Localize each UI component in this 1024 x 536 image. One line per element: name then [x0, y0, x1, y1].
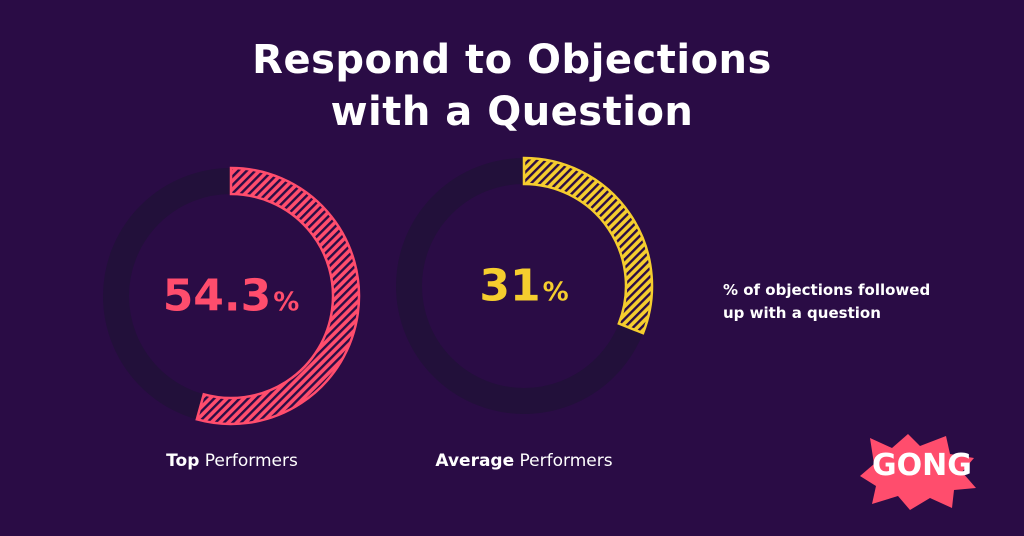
donut-layer [103, 156, 654, 426]
average-performers-number: 31 [479, 260, 541, 312]
title-line-1: Respond to Objections [252, 37, 772, 83]
top-performers-label-rest: Performers [199, 451, 298, 471]
average-performers-label-rest: Performers [514, 451, 613, 471]
gong-logo-burst [860, 434, 976, 510]
average-performers-label-bold: Average [435, 451, 515, 471]
top-performers-label-bold: Top [166, 451, 200, 471]
top-performers-number: 54.3 [162, 270, 272, 322]
average-performers-value: 31% [479, 261, 568, 312]
average-performers-arc [522, 156, 654, 335]
average-performers-unit: % [542, 277, 569, 308]
gong-burst-shape [860, 434, 976, 510]
top-performers-arc [195, 166, 361, 426]
chart-title: Respond to Objections with a Question [0, 34, 1024, 138]
top-performers-label: Top Performers [166, 451, 298, 471]
top-performers-value: 54.3% [163, 271, 300, 322]
top-performers-unit: % [273, 287, 300, 318]
average-performers-label: Average Performers [435, 451, 612, 471]
gong-logo-text: GONG [872, 448, 972, 483]
title-line-2: with a Question [330, 89, 694, 135]
legend-text: % of objections followed up with a quest… [723, 281, 931, 322]
